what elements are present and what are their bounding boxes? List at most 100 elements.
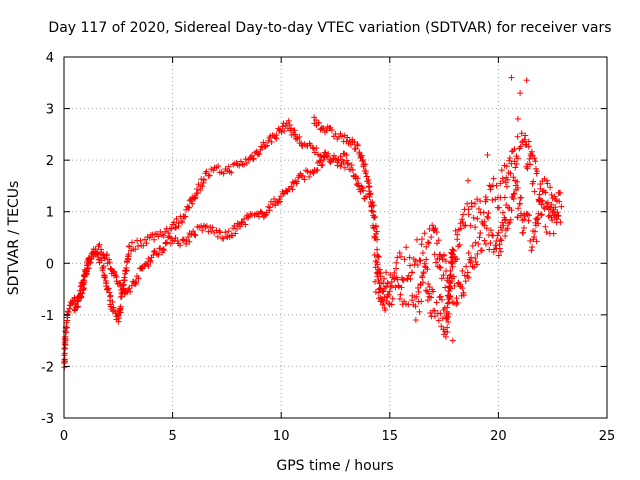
data-point <box>508 160 515 167</box>
data-point <box>304 168 311 175</box>
data-point <box>231 222 238 229</box>
data-point <box>268 139 275 146</box>
data-point <box>372 264 379 271</box>
data-point <box>299 172 306 179</box>
data-point <box>375 277 382 284</box>
data-point <box>199 227 206 234</box>
data-point <box>286 121 293 128</box>
data-point <box>348 162 355 169</box>
data-point <box>374 236 381 243</box>
data-point <box>121 277 128 284</box>
data-point <box>197 187 204 194</box>
data-point <box>483 196 490 203</box>
data-point <box>61 356 68 363</box>
data-point <box>502 232 509 239</box>
data-point <box>117 279 124 286</box>
data-point <box>418 298 425 305</box>
data-point <box>190 228 197 235</box>
data-point <box>419 274 426 281</box>
data-point <box>394 254 401 261</box>
data-point <box>416 308 423 315</box>
data-point <box>501 216 508 223</box>
data-point <box>550 230 557 237</box>
data-point <box>435 317 442 324</box>
data-point <box>454 299 461 306</box>
data-point <box>206 172 213 179</box>
data-point <box>481 237 488 244</box>
data-point <box>516 200 523 207</box>
data-point <box>347 141 354 148</box>
data-point <box>250 155 257 162</box>
data-point <box>464 200 471 207</box>
data-point <box>225 163 232 170</box>
data-point <box>520 229 527 236</box>
data-point <box>367 191 374 198</box>
data-point <box>66 305 73 312</box>
data-point <box>535 210 542 217</box>
data-point <box>135 275 142 282</box>
data-point <box>425 280 432 287</box>
data-point <box>538 212 545 219</box>
data-point <box>191 231 198 238</box>
data-point <box>472 224 479 231</box>
data-point <box>437 310 444 317</box>
data-point <box>317 152 324 159</box>
data-point <box>443 268 450 275</box>
data-point <box>439 256 446 263</box>
data-point <box>414 262 421 269</box>
data-point <box>345 160 352 167</box>
axis-ticks: 0 5 10 15 20 25 -3 -2 -1 0 1 2 3 4 <box>41 51 615 444</box>
data-point <box>132 246 139 253</box>
data-point <box>405 272 412 279</box>
data-point <box>291 127 298 134</box>
data-point <box>384 279 391 286</box>
data-point <box>510 174 517 181</box>
data-point <box>106 259 113 266</box>
data-point <box>428 234 435 241</box>
data-point <box>170 219 177 226</box>
data-point <box>105 285 112 292</box>
data-point <box>444 300 451 307</box>
data-point <box>504 176 511 183</box>
data-point <box>228 169 235 176</box>
data-point <box>372 278 379 285</box>
data-point <box>501 194 508 201</box>
data-point <box>555 213 562 220</box>
data-point <box>94 249 101 256</box>
data-point <box>237 223 244 230</box>
y-tick-label: 2 <box>46 154 54 169</box>
data-point <box>496 245 503 252</box>
data-point <box>238 219 245 226</box>
data-point <box>164 239 171 246</box>
data-point <box>182 213 189 220</box>
data-point <box>433 240 440 247</box>
data-point <box>409 269 416 276</box>
data-point <box>474 196 481 203</box>
data-point <box>217 229 224 236</box>
data-point <box>183 237 190 244</box>
data-point <box>531 188 538 195</box>
data-point <box>441 252 448 259</box>
data-point <box>129 239 136 246</box>
data-point <box>77 290 84 297</box>
data-point <box>459 267 466 274</box>
data-point <box>431 251 438 258</box>
data-point <box>521 224 528 231</box>
data-point <box>81 285 88 292</box>
data-point <box>443 258 450 265</box>
data-point <box>110 304 117 311</box>
data-point <box>186 204 193 211</box>
data-point <box>341 164 348 171</box>
data-point <box>529 244 536 251</box>
chart-title: Day 117 of 2020, Sidereal Day-to-day VTE… <box>48 20 611 36</box>
data-point <box>115 315 122 322</box>
data-point <box>372 257 379 264</box>
data-point <box>557 189 564 196</box>
x-tick-label: 5 <box>168 429 176 444</box>
data-point <box>459 219 466 226</box>
data-point <box>391 269 398 276</box>
data-point <box>319 161 326 168</box>
data-point <box>239 161 246 168</box>
data-point <box>296 133 303 140</box>
